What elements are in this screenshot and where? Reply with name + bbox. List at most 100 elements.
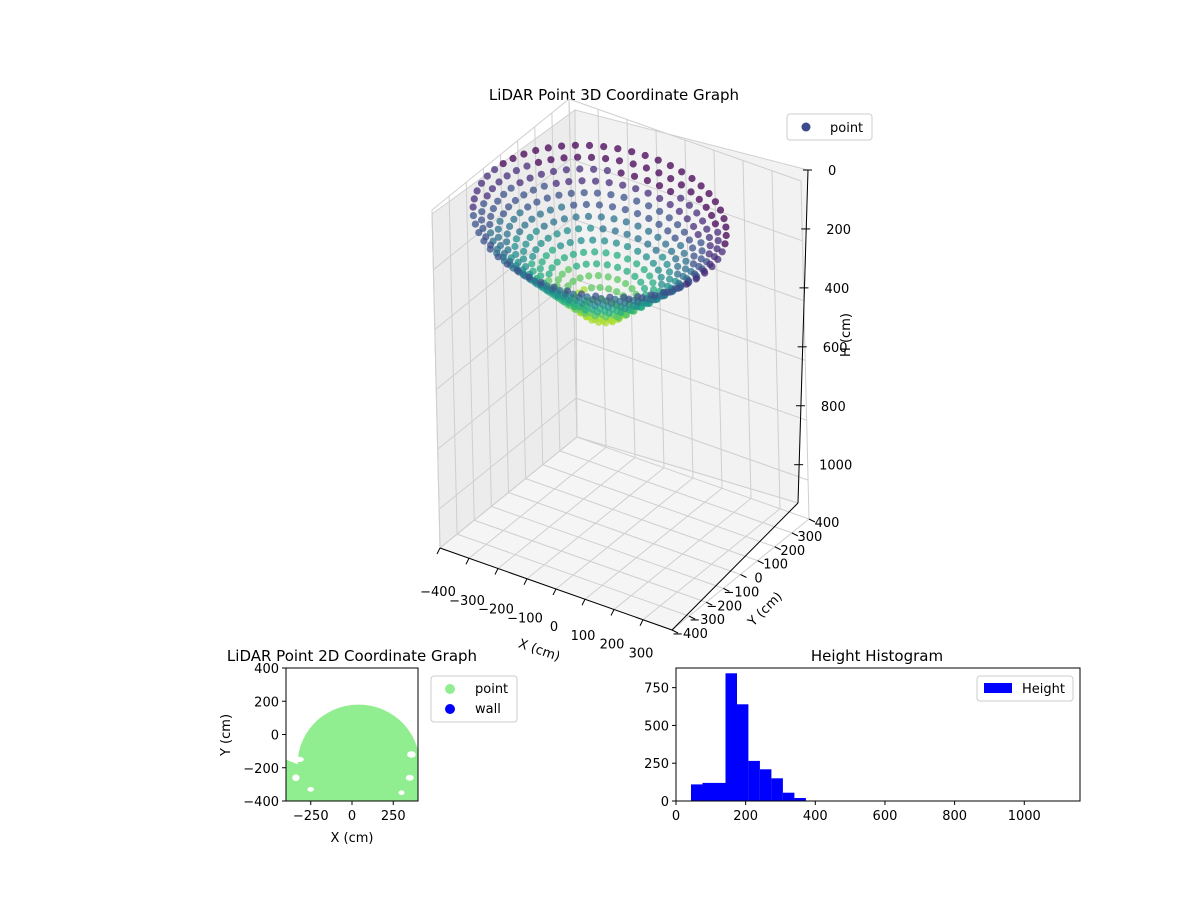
point-3d [654,156,662,164]
legend-histogram: Height [976,675,1074,702]
point-3d [603,261,611,269]
z-tick-label: 600 [823,341,848,356]
point-3d [503,230,511,238]
point-3d [516,228,524,236]
point-3d [483,172,491,180]
point-3d [682,257,690,265]
point-3d [532,246,540,254]
point-3d [633,210,642,218]
histogram-bar [702,782,714,801]
grid-line [525,478,758,562]
grid-line [575,397,809,481]
y-tick-label-2d: 400 [254,662,279,677]
point-3d [613,276,622,284]
point-3d [623,243,632,251]
point-3d [477,216,486,224]
point-3d [620,193,628,201]
x-tick [523,578,528,585]
plot-frame-histogram [675,667,1081,802]
point-3d [499,210,508,218]
point-3d [529,186,538,194]
point-3d [552,179,560,187]
point-3d [711,220,720,228]
point-3d [647,291,655,299]
y-tick-label-2d: 0 [271,729,279,744]
point-3d [622,218,630,226]
legend-2d-label-point: point [475,682,508,697]
y-tick [740,574,747,578]
point-3d [589,236,597,244]
point-3d [529,252,537,261]
point-3d [671,234,679,242]
point-3d [533,198,541,206]
point-3d [487,212,495,220]
point-3d [697,239,705,247]
point-3d [692,275,700,283]
x-tick-label-histogram: 600 [873,809,898,824]
point-3d [649,259,658,267]
point-3d [510,215,518,223]
point-3d [643,177,652,185]
point-3d [505,203,513,211]
point-3d [483,192,491,200]
point-3d [469,203,477,211]
y-tick-label: 0 [754,572,762,587]
point-3d [494,197,502,205]
y-tick [671,629,679,634]
legend-2d: point wall [430,675,518,723]
point-3d [574,153,582,161]
point-3d [577,290,586,298]
point-3d [494,233,503,241]
point-3d [570,201,578,209]
grid-line [576,436,810,520]
point-3d [558,142,566,150]
legend-2d-label-wall: wall [475,702,501,717]
point-3d [478,208,486,216]
chart-2d-title: LiDAR Point 2D Coordinate Graph [227,647,477,665]
point-3d [714,237,722,245]
point-3d [655,169,663,177]
histogram-title: Height Histogram [811,647,943,665]
point-3d [520,191,528,199]
y-tick-label: −200 [706,599,742,614]
point-3d [537,278,545,287]
point-3d [659,253,667,261]
point-3d [564,287,572,295]
x-tick-label: −300 [449,594,485,609]
point-3d [601,237,609,245]
point-3d [714,255,722,263]
x-tick [610,609,615,616]
point-3d [523,162,531,170]
legend-3d-marker [801,122,811,132]
chart-histogram: Height Histogram 0 200 400 600 800 1000 0 250 50… [644,647,1081,824]
point-3d [560,254,569,262]
point-3d [537,239,545,248]
point-3d [604,273,612,281]
point-3d [499,160,507,168]
point-3d [614,263,622,271]
point-3d [556,287,564,295]
x-axis-label: X (cm) [516,637,562,665]
histogram-bar [748,760,760,801]
x-tick [465,558,470,565]
y-tick-label: −100 [724,585,760,600]
y-axis-line [671,502,799,631]
point-3d [721,240,729,248]
point-3d [634,247,642,255]
y-tick [757,560,764,565]
point-3d [706,242,714,250]
point-3d [528,260,536,268]
point-3d [654,266,663,274]
point-3d [503,172,511,180]
point-3d [487,229,495,237]
point-3d [520,150,528,158]
point-3d [645,227,653,235]
point-3d [543,194,551,202]
chart-2d: LiDAR Point 2D Coordinate Graph −250 0 250… [219,647,518,846]
point-3d [584,212,593,220]
y-tick [808,518,816,523]
point-3d [580,248,588,256]
point-3d [593,189,602,197]
point-3d [683,215,691,223]
point-3d [587,153,596,161]
